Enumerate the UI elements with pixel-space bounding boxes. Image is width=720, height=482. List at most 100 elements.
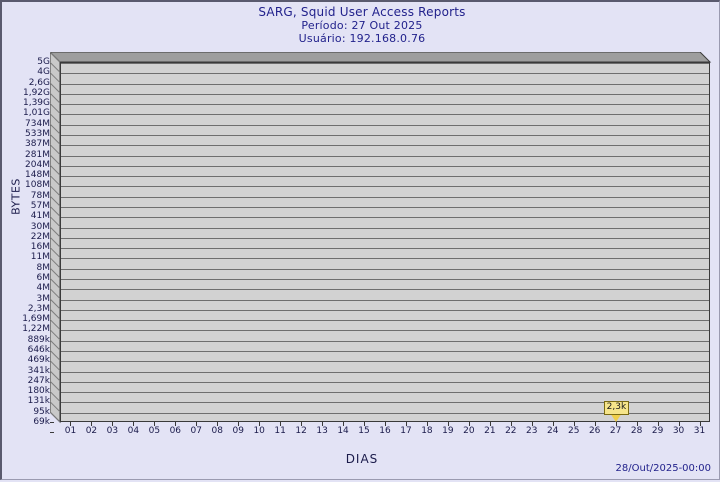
x-axis-tick-mark — [112, 422, 113, 426]
y-axis-tick-label: 22M — [30, 231, 50, 242]
gridline — [61, 330, 709, 331]
gridline — [61, 341, 709, 342]
x-axis-title: DIAS — [345, 452, 379, 466]
x-axis-tick-label: 18 — [421, 426, 433, 436]
x-axis-tick-mark — [70, 422, 71, 426]
y-axis-tick-label: 646k — [27, 345, 50, 355]
gridline — [61, 166, 709, 167]
x-axis-tick-mark — [259, 422, 260, 426]
y-axis-tick-label: 69k — [33, 417, 50, 427]
x-axis-tick-label: 07 — [190, 426, 202, 436]
gridline — [61, 258, 709, 259]
y-axis-tick-label: 6M — [36, 273, 51, 283]
x-axis-tick-mark — [637, 422, 638, 426]
gridline — [61, 320, 709, 321]
gridline — [61, 125, 709, 126]
gridline — [61, 289, 709, 290]
y-axis-tick-label: 8M — [36, 262, 51, 273]
x-axis-tick-mark — [511, 422, 512, 426]
x-axis-tick-mark — [385, 422, 386, 426]
y-axis-tick-label: 387M — [25, 139, 50, 150]
x-axis-tick-label: 10 — [253, 426, 265, 436]
y-axis-tick-label: 180k — [27, 386, 50, 397]
y-axis-tick-label: 2,3M — [27, 303, 50, 314]
gridline — [61, 94, 709, 95]
x-axis-tick-mark — [616, 422, 617, 426]
y-axis-tick-label: 108M — [25, 180, 50, 191]
gridline — [61, 300, 709, 301]
x-axis-tick-label: 13 — [316, 426, 328, 436]
x-axis-tick-mark — [133, 422, 134, 426]
x-axis-tick-label: 26 — [588, 426, 601, 436]
x-axis-tick-label: 11 — [274, 426, 286, 436]
gridline — [61, 63, 709, 64]
gridline — [61, 197, 709, 198]
gridline — [61, 238, 709, 239]
y-axis-tick-mark — [50, 432, 54, 433]
x-axis-tick-label: 06 — [169, 426, 182, 436]
gridline — [61, 84, 709, 85]
y-axis-tick-label: 78M — [30, 190, 50, 201]
x-axis-tick-label: 08 — [211, 426, 223, 436]
gridline — [61, 392, 709, 393]
x-axis-tick-mark — [658, 422, 659, 426]
x-axis-tick-mark — [175, 422, 176, 426]
x-axis-tick-mark — [196, 422, 197, 426]
x-axis-tick-mark — [700, 422, 701, 426]
x-axis-tick-label: 23 — [526, 426, 538, 436]
y-axis-tick-label: 11M — [30, 252, 50, 263]
x-axis-tick-label: 27 — [609, 426, 622, 436]
y-axis-tick-label: 3M — [36, 293, 51, 304]
x-axis-tick-label: 21 — [484, 426, 496, 436]
gridline — [61, 135, 709, 136]
x-axis-tick-label: 01 — [64, 426, 77, 436]
x-axis-tick-label: 20 — [463, 426, 475, 436]
gridline — [61, 372, 709, 373]
x-axis-tick-label: 31 — [693, 426, 706, 436]
gridline — [61, 156, 709, 157]
x-axis-tick-mark — [280, 422, 281, 426]
y-axis-tick-label: 57M — [30, 201, 50, 211]
gridline — [61, 73, 709, 74]
y-axis-tick-label: 5G — [37, 57, 50, 67]
period-subtitle: Período: 27 Out 2025 — [301, 19, 423, 32]
y-axis-tick-label: 734M — [25, 118, 50, 129]
plot-3d-frame — [50, 52, 712, 424]
x-axis-tick-mark — [91, 422, 92, 426]
x-axis-tick-mark — [595, 422, 596, 426]
page-title: SARG, Squid User Access Reports — [258, 5, 466, 19]
y-axis-tick-label: 4M — [36, 283, 51, 294]
x-axis-tick-mark — [532, 422, 533, 426]
y-axis-tick-label: 533M — [25, 129, 50, 139]
gridline — [61, 176, 709, 177]
y-axis-tick-label: 1,22M — [22, 324, 50, 335]
x-axis-tick-mark — [238, 422, 239, 426]
gridline — [61, 361, 709, 362]
x-axis-tick-mark — [217, 422, 218, 426]
x-axis-tick-label: 29 — [651, 426, 664, 436]
x-axis-tick-label: 16 — [379, 426, 391, 436]
y-axis-tick-label: 1,69M — [22, 314, 50, 325]
x-axis-tick-mark — [154, 422, 155, 426]
x-axis-tick-mark — [322, 422, 323, 426]
chart-title-block: SARG, Squid User Access Reports Período:… — [2, 5, 720, 46]
x-axis-tick-label: 22 — [505, 426, 517, 436]
gridline — [61, 382, 709, 383]
y-axis-tick-label: 4G — [37, 67, 50, 78]
x-axis-tick-mark — [427, 422, 428, 426]
x-axis-tick-label: 12 — [295, 426, 307, 436]
gridline — [61, 413, 709, 414]
x-axis-tick-mark — [679, 422, 680, 426]
x-axis-tick-mark — [490, 422, 491, 426]
x-axis-tick-mark — [364, 422, 365, 426]
x-axis-tick-label: 02 — [85, 426, 98, 436]
x-axis-tick-label: 05 — [148, 426, 161, 436]
gridline — [61, 114, 709, 115]
y-axis-tick-label: 148M — [25, 170, 50, 181]
y-axis-tick-label: 95k — [33, 406, 50, 417]
y-axis-tick-label: 1,92G — [22, 87, 50, 98]
y-axis-tick-label: 889k — [27, 334, 50, 345]
y-axis-tick-label: 41M — [30, 211, 50, 222]
y-axis-tick-label: 16M — [30, 242, 50, 253]
